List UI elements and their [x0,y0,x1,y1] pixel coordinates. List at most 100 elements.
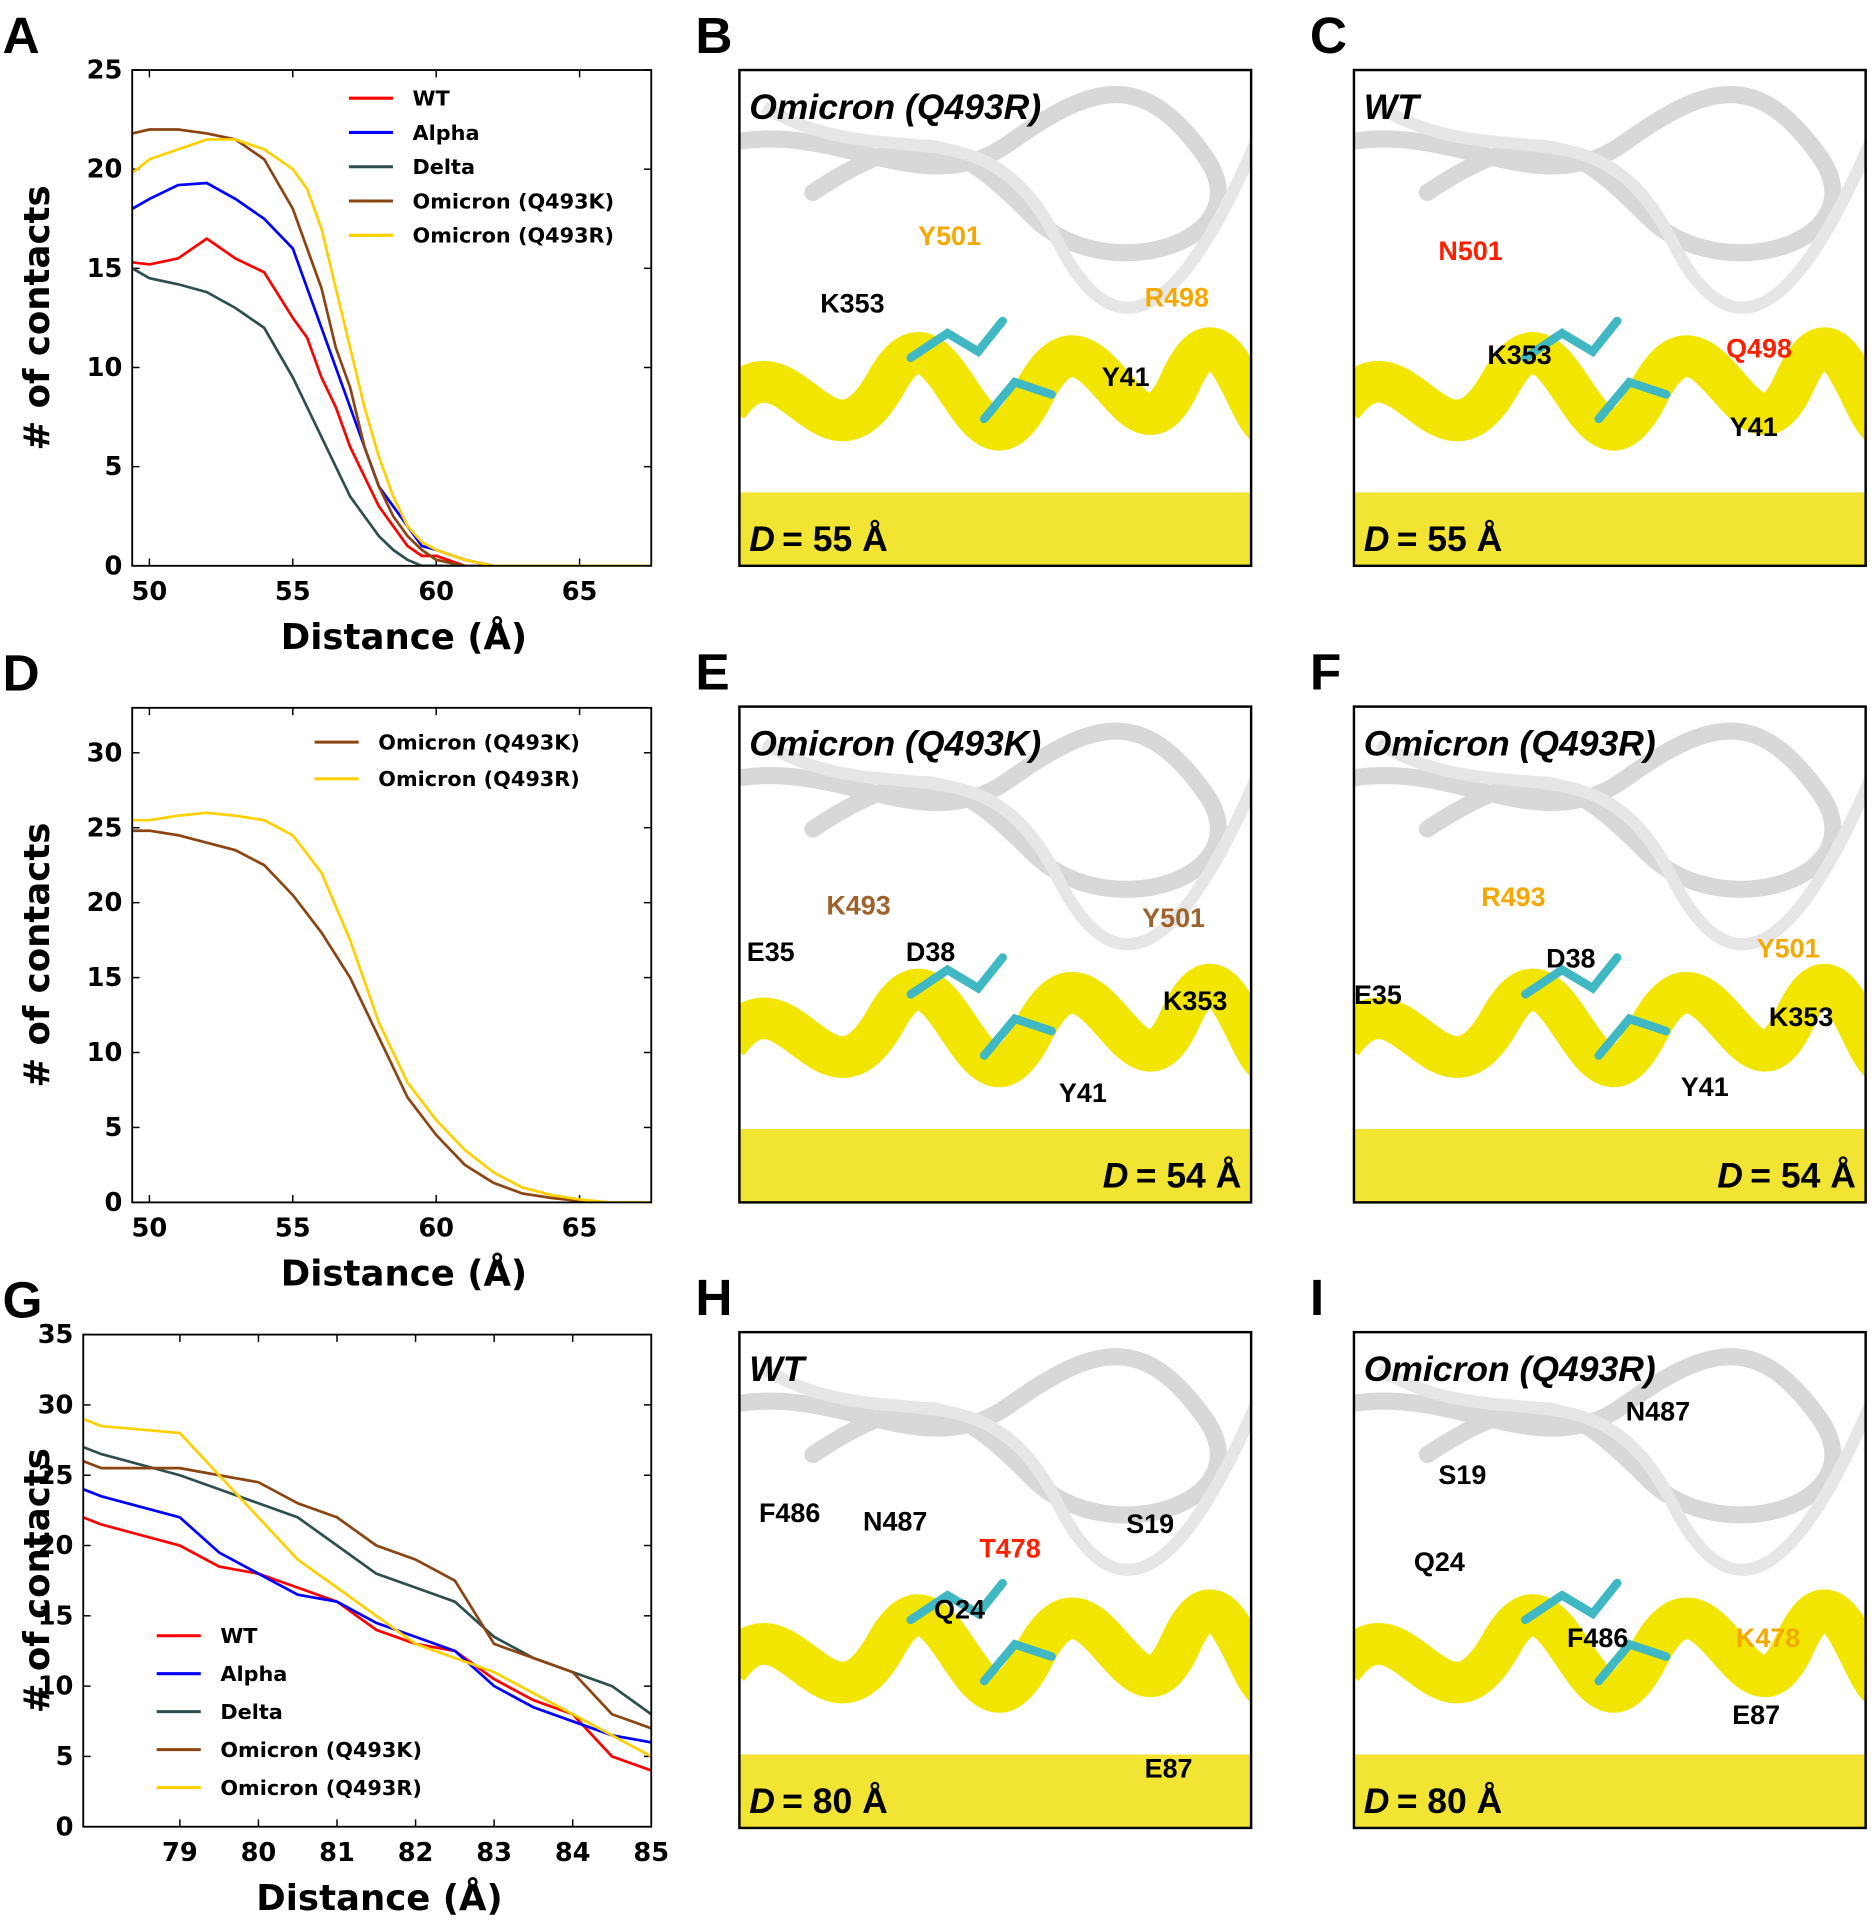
residue-label: Y41 [1102,362,1150,392]
residue-label: Q498 [1726,334,1792,364]
residue-label: E35 [747,937,795,967]
residue-label: F486 [1567,1623,1628,1653]
x-tick-label: 60 [418,1214,454,1244]
residue-label: K353 [1163,986,1227,1016]
y-tick-label: 5 [105,452,123,482]
x-tick-label: 55 [275,1214,311,1244]
panel-frame [1352,68,1867,568]
series-line [132,811,652,1203]
y-tick-label: 20 [87,155,123,185]
legend-label: Omicron (Q493K) [378,730,580,754]
x-tick-label: 65 [562,1214,598,1244]
x-tick-label: 65 [562,577,598,607]
y-tick-label: 25 [38,1461,74,1491]
x-tick-label: 80 [241,1838,277,1868]
panel-label: I [1310,1268,1324,1326]
residue-label: Y501 [918,221,981,251]
ribbon-white [739,86,1227,262]
panel-label: C [1310,6,1347,64]
structure-panel: Omicron (Q493R) Y501 R498 K353 Y41 D = 55 Å [738,68,1253,568]
panel-title: WT [1364,87,1423,127]
panel-label: F [1310,642,1341,700]
residue-label: F486 [759,1498,820,1528]
series-line [132,267,652,566]
structure-image [739,70,1252,566]
structure-image [739,706,1252,1203]
residue-label: K493 [826,891,890,921]
structure-panel: Omicron (Q493R) R493 Y501 E35 D38 K353 Y41 D = 5… [1352,705,1867,1204]
panel-label: E [695,642,729,700]
residue-label: E35 [1354,980,1402,1010]
distance-symbol: D [749,519,775,559]
structure-panel: WT N501 Q498 K353 Y41 D = 55 Å [1352,68,1867,568]
distance-label: D = 80 Å [749,1781,888,1821]
series-line [83,1516,652,1772]
residue-label: Y501 [1142,903,1205,933]
y-tick-label: 30 [87,738,123,768]
series-line [83,1487,652,1744]
distance-symbol: D [1364,519,1390,559]
series-line [83,1417,652,1758]
structure-panel: Omicron (Q493R) N487 S19 Q24 F486 K478 E87 D = 8… [1352,1330,1867,1830]
residue-label: N501 [1438,236,1502,266]
panel-title: WT [749,1349,808,1389]
legend-label: Omicron (Q493R) [220,1776,422,1800]
sticks [906,953,1056,1060]
y-tick-label: 5 [56,1742,74,1772]
x-axis-title: Distance (Å) [281,616,527,658]
structure-image [1353,70,1866,566]
distance-label: D = 55 Å [749,519,888,559]
residue-label: K353 [820,288,884,318]
y-tick-label: 30 [38,1390,74,1420]
distance-label: D = 54 Å [1103,1156,1242,1196]
legend-label: Omicron (Q493K) [413,189,615,213]
y-tick-label: 10 [87,1038,123,1068]
series-line [132,236,652,566]
residue-label: K478 [1736,1623,1800,1653]
sticks [1521,1578,1671,1686]
structure-panel: Omicron (Q493K) K493 Y501 E35 D38 K353 Y41 D = 5… [738,705,1253,1204]
x-axis-title: Distance (Å) [256,1877,502,1919]
legend-label: Omicron (Q493R) [378,767,580,791]
y-axis-title: # of contacts [17,823,58,1088]
legend-label: Omicron (Q493K) [220,1738,422,1762]
x-tick-label: 83 [476,1838,512,1868]
distance-symbol: D [749,1781,775,1821]
ribbon-white [1375,1363,1866,1576]
legend-label: WT [220,1624,258,1648]
y-tick-label: 15 [87,254,123,284]
structure-image [1353,1332,1866,1828]
residue-label: N487 [1626,1396,1690,1426]
series-line [83,1459,652,1730]
panel-frame [738,1330,1253,1830]
structure-image [1353,706,1866,1203]
y-tick-label: 0 [56,1812,74,1842]
ribbon-white [1353,1348,1842,1524]
sticks [906,316,1056,424]
residue-label: S19 [1126,1509,1174,1539]
y-axis-title: # of contacts [17,1448,58,1713]
legend-label: Alpha [413,121,480,145]
series-line [132,128,652,566]
residue-label: S19 [1438,1460,1486,1490]
helix-yellow [1353,964,1866,1087]
helix-base [1353,492,1866,566]
distance-value: = 55 Å [782,519,888,559]
distance-symbol: D [1103,1156,1129,1196]
residue-label: Y41 [1059,1078,1107,1108]
residue-label: Y41 [1681,1072,1729,1102]
panel-label: G [2,1270,42,1328]
structure-image [739,1332,1252,1828]
residue-label: R498 [1145,282,1209,312]
legend-label: WT [413,87,451,111]
legend-label: Delta [413,155,475,179]
residue-label: E87 [1732,1700,1780,1730]
y-tick-label: 15 [87,963,123,993]
helix-base [1353,1754,1866,1828]
y-tick-label: 25 [87,56,123,86]
panel-label: D [2,644,39,702]
distance-value: = 54 Å [1750,1156,1856,1196]
ribbon-white [739,722,1227,898]
distance-label: D = 54 Å [1717,1156,1856,1196]
helix-base [739,492,1252,566]
